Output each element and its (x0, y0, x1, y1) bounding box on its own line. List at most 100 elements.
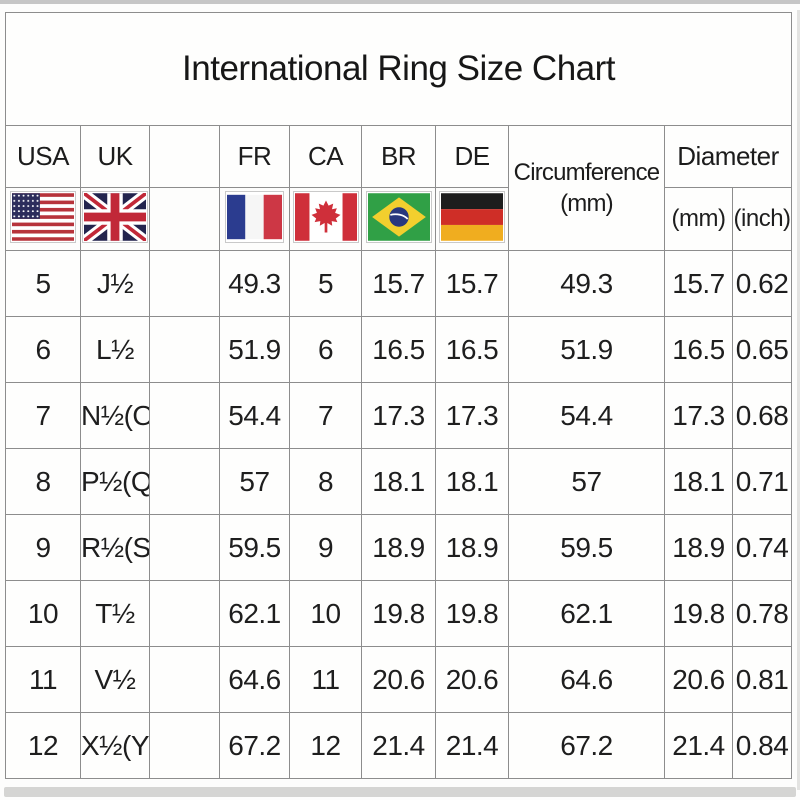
col-header-uk: UK (80, 125, 150, 188)
cell-blank (149, 712, 220, 779)
cell-blank (149, 448, 220, 515)
cell-usa-size: 9 (5, 514, 81, 581)
germany-flag-cell (435, 187, 509, 251)
cell-usa-size: 5 (5, 250, 81, 317)
cell-fr-size: 51.9 (219, 316, 290, 383)
col-header-de: DE (435, 125, 509, 188)
uk-flag-cell (80, 187, 150, 251)
cell-de-size: 15.7 (435, 250, 509, 317)
cell-blank (149, 514, 220, 581)
photo-top-edge (0, 0, 800, 4)
cell-de-size: 20.6 (435, 646, 509, 713)
cell-ca-size: 6 (289, 316, 362, 383)
cell-diameter-inch: 0.78 (731, 580, 793, 647)
ring-size-chart-table: International Ring Size Chart USA UK FR … (4, 12, 793, 779)
cell-circumference-mm: 57 (508, 448, 665, 515)
cell-br-size: 17.3 (361, 382, 436, 449)
cell-ca-size: 10 (289, 580, 362, 647)
cell-fr-size: 54.4 (219, 382, 290, 449)
cell-blank (149, 646, 220, 713)
cell-de-size: 21.4 (435, 712, 509, 779)
cell-usa-size: 12 (5, 712, 81, 779)
cell-usa-size: 10 (5, 580, 81, 647)
cell-uk-size: V½ (80, 646, 150, 713)
cell-circumference-mm: 62.1 (508, 580, 665, 647)
cell-blank (149, 316, 220, 383)
ring-size-table-body: International Ring Size Chart USA UK FR … (4, 12, 793, 779)
cell-circumference-mm: 54.4 (508, 382, 665, 449)
cell-circumference-mm: 64.6 (508, 646, 665, 713)
cell-ca-size: 9 (289, 514, 362, 581)
col-header-fr: FR (219, 125, 290, 188)
cell-de-size: 17.3 (435, 382, 509, 449)
cell-diameter-inch: 0.62 (731, 250, 793, 317)
cell-diameter-mm: 19.8 (664, 580, 733, 647)
cell-br-size: 18.9 (361, 514, 436, 581)
canada-flag-icon (292, 190, 359, 243)
france-flag-icon (225, 190, 284, 243)
col-header-ca: CA (289, 125, 362, 188)
page-title: International Ring Size Chart (4, 12, 793, 126)
table-row: 10 T½ 62.1 10 19.8 19.8 62.1 19.8 0.78 (5, 580, 793, 647)
table-row: 8 P½(Q) 57 8 18.1 18.1 57 18.1 0.71 (5, 448, 793, 515)
france-flag-cell (219, 187, 290, 251)
cell-br-size: 16.5 (361, 316, 436, 383)
cell-circumference-mm: 51.9 (508, 316, 665, 383)
cell-fr-size: 64.6 (219, 646, 290, 713)
usa-flag-cell (5, 187, 81, 251)
cell-fr-size: 49.3 (219, 250, 290, 317)
cell-br-size: 19.8 (361, 580, 436, 647)
cell-de-size: 16.5 (435, 316, 509, 383)
cell-circumference-mm: 59.5 (508, 514, 665, 581)
cell-diameter-inch: 0.84 (731, 712, 793, 779)
cell-blank (149, 382, 220, 449)
cell-ca-size: 7 (289, 382, 362, 449)
photo-right-edge (797, 10, 800, 790)
col-header-usa: USA (5, 125, 81, 188)
title-row: International Ring Size Chart (4, 12, 793, 126)
cell-blank (149, 250, 220, 317)
cell-circumference-mm: 67.2 (508, 712, 665, 779)
cell-de-size: 18.1 (435, 448, 509, 515)
cell-diameter-inch: 0.74 (731, 514, 793, 581)
table-row: 11 V½ 64.6 11 20.6 20.6 64.6 20.6 0.81 (5, 646, 793, 713)
usa-flag-icon (10, 190, 76, 243)
germany-flag-icon (439, 190, 505, 243)
cell-ca-size: 5 (289, 250, 362, 317)
table-row: 5 J½ 49.3 5 15.7 15.7 49.3 15.7 0.62 (5, 250, 793, 317)
cell-usa-size: 8 (5, 448, 81, 515)
col-header-br: BR (361, 125, 436, 188)
cell-usa-size: 11 (5, 646, 81, 713)
cell-fr-size: 59.5 (219, 514, 290, 581)
brazil-flag-icon (365, 190, 432, 243)
uk-flag-icon (82, 190, 148, 243)
cell-uk-size: J½ (80, 250, 150, 317)
table-row: 9 R½(S) 59.5 9 18.9 18.9 59.5 18.9 0.74 (5, 514, 793, 581)
cell-diameter-mm: 18.9 (664, 514, 733, 581)
flag-row: (mm) (inch) (5, 187, 793, 251)
cell-uk-size: L½ (80, 316, 150, 383)
cell-br-size: 18.1 (361, 448, 436, 515)
photo-bottom-edge (4, 787, 796, 797)
col-header-circumference: Circumference (mm) (508, 125, 665, 251)
canada-flag-cell (289, 187, 362, 251)
cell-fr-size: 62.1 (219, 580, 290, 647)
cell-diameter-mm: 16.5 (664, 316, 733, 383)
cell-diameter-mm: 17.3 (664, 382, 733, 449)
table-row: 12 X½(Y) 67.2 12 21.4 21.4 67.2 21.4 0.8… (5, 712, 793, 779)
cell-uk-size: X½(Y) (80, 712, 150, 779)
cell-uk-size: N½(O) (80, 382, 150, 449)
blank-flag-cell (149, 187, 220, 251)
cell-diameter-mm: 20.6 (664, 646, 733, 713)
col-header-blank (149, 125, 220, 188)
table-row: 7 N½(O) 54.4 7 17.3 17.3 54.4 17.3 0.68 (5, 382, 793, 449)
cell-usa-size: 7 (5, 382, 81, 449)
cell-circumference-mm: 49.3 (508, 250, 665, 317)
cell-ca-size: 8 (289, 448, 362, 515)
cell-diameter-mm: 18.1 (664, 448, 733, 515)
circumference-label: Circumference (513, 159, 660, 186)
cell-uk-size: T½ (80, 580, 150, 647)
cell-br-size: 15.7 (361, 250, 436, 317)
cell-diameter-mm: 21.4 (664, 712, 733, 779)
